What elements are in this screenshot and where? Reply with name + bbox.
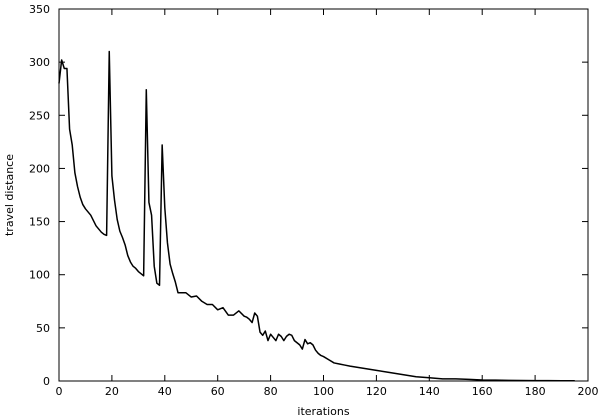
series-layer <box>58 50 575 382</box>
x-axis-ticks: 0 20 40 60 80 100 120 140 160 180 200 <box>56 9 599 398</box>
x-tick-label: 180 <box>525 385 546 398</box>
y-tick-label: 0 <box>43 375 50 388</box>
x-tick-label: 20 <box>105 385 119 398</box>
y-tick-label: 50 <box>36 322 50 335</box>
plot-frame <box>58 8 589 382</box>
x-tick-label: 200 <box>578 385 599 398</box>
x-tick-label: 0 <box>56 385 63 398</box>
y-tick-label: 200 <box>29 162 50 175</box>
x-tick-label: 160 <box>472 385 493 398</box>
y-tick-label: 100 <box>29 269 50 282</box>
y-tick-label: 350 <box>29 3 50 16</box>
y-tick-label: 150 <box>29 216 50 229</box>
y-axis-label: travel distance <box>3 154 16 236</box>
x-tick-label: 60 <box>211 385 225 398</box>
x-axis-label: iterations <box>297 405 349 417</box>
y-tick-label: 300 <box>29 56 50 69</box>
x-tick-label: 80 <box>264 385 278 398</box>
series-line-0 <box>58 50 575 382</box>
x-tick-label: 40 <box>158 385 172 398</box>
x-tick-label: 120 <box>366 385 387 398</box>
x-tick-label: 140 <box>419 385 440 398</box>
y-tick-label: 250 <box>29 109 50 122</box>
x-tick-label: 100 <box>313 385 334 398</box>
y-axis-ticks: 0 50 100 150 200 250 300 350 <box>29 3 588 388</box>
